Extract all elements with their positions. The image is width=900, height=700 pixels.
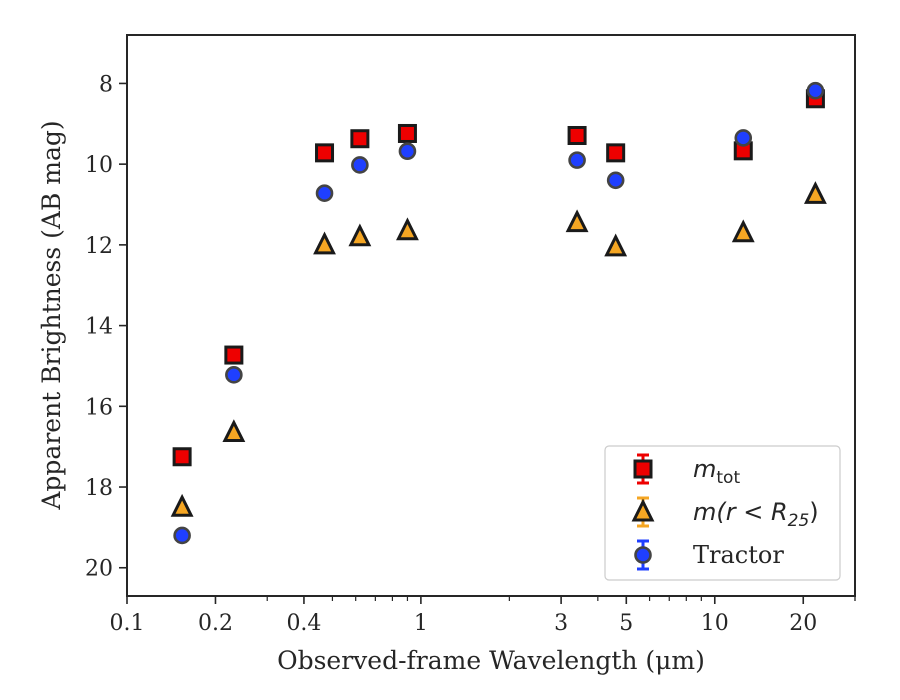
- tractor-point: [351, 156, 369, 174]
- tractor-point: [606, 171, 625, 190]
- x-axis-label: Observed-frame Wavelength (μm): [277, 646, 705, 675]
- legend-label-m_r25: m(r < R25): [693, 498, 819, 531]
- plot-frame: [126, 34, 856, 597]
- m_r25-point: [803, 181, 827, 204]
- x-tick-label: 0.1: [110, 611, 145, 636]
- y-tick-label: 16: [85, 395, 113, 420]
- y-tick-label: 10: [85, 153, 113, 178]
- legend: mtot m(r < R25) Tractor: [604, 445, 841, 581]
- x-tick-label: 3: [554, 611, 568, 636]
- legend-label-base: m(r < R: [693, 498, 788, 526]
- legend-box: [604, 445, 841, 581]
- tractor-point: [315, 184, 334, 203]
- tractor-point: [734, 129, 753, 147]
- m_tot-point: [315, 143, 335, 163]
- tractor-point: [568, 151, 586, 169]
- tractor-point: [173, 526, 191, 545]
- y-axis: 8 10 12 14 16 18 20: [85, 72, 127, 582]
- x-axis: 0.1 0.2 0.4 1 3 5 10 20: [110, 596, 856, 636]
- m_r25-point: [604, 233, 628, 257]
- data-points: [170, 81, 827, 545]
- tractor-point: [225, 366, 243, 384]
- m_r25-point: [170, 493, 194, 517]
- x-tick-label: 0.4: [286, 611, 321, 636]
- legend-marker-circle: [634, 546, 652, 564]
- legend-marker-triangle: [631, 498, 655, 522]
- m_tot-point: [172, 447, 192, 467]
- m_r25-point: [348, 223, 372, 247]
- m_r25-point: [731, 219, 755, 243]
- x-tick-label: 5: [619, 611, 633, 636]
- legend-label-base: Tractor: [693, 541, 784, 569]
- legend-label-tractor: Tractor: [693, 541, 784, 569]
- x-tick-label: 20: [789, 611, 817, 636]
- y-tick-label: 20: [85, 557, 113, 582]
- y-axis-label: Apparent Brightness (AB mag): [37, 120, 66, 510]
- legend-label-suffix: ): [809, 498, 818, 526]
- y-tick-label: 12: [85, 234, 113, 259]
- m_tot-point: [350, 129, 370, 149]
- y-tick-label: 18: [85, 476, 113, 501]
- m_tot-point: [567, 125, 587, 145]
- legend-label-sub: 25: [788, 511, 810, 531]
- m_r25-point: [313, 231, 336, 255]
- m_r25-point: [396, 217, 419, 241]
- y-tick-label: 8: [99, 72, 113, 97]
- legend-marker-square: [633, 459, 653, 479]
- x-tick-label: 1: [414, 611, 428, 636]
- m_tot-point: [606, 143, 626, 163]
- m_tot-point: [397, 123, 417, 143]
- legend-label-m_tot: mtot: [693, 455, 740, 488]
- m_tot-point: [224, 345, 244, 365]
- legend-label-base: m: [693, 455, 716, 483]
- legend-label-sub: tot: [716, 468, 740, 488]
- m_r25-point: [565, 209, 589, 233]
- y-tick-label: 14: [85, 315, 113, 340]
- tractor-point: [806, 81, 825, 100]
- tractor-point: [398, 142, 417, 161]
- x-tick-label: 0.2: [198, 611, 233, 636]
- x-tick-label: 10: [701, 611, 729, 636]
- m_r25-point: [222, 419, 246, 443]
